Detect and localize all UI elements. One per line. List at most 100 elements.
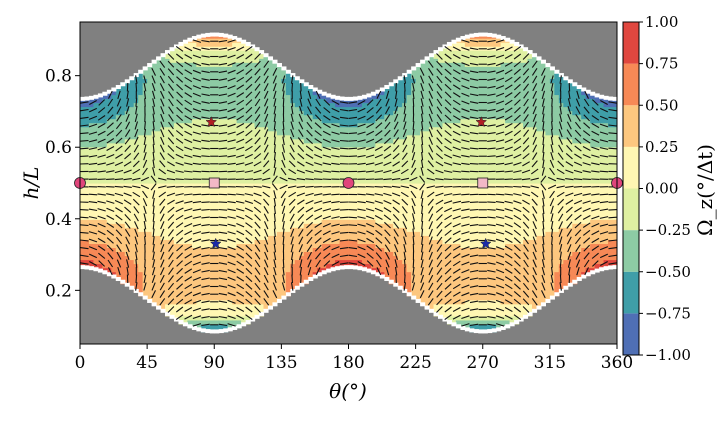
heatmap-cell: [330, 195, 336, 200]
heatmap-cell: [241, 283, 247, 289]
heatmap-cell: [406, 287, 412, 293]
heatmap-cell: [245, 191, 251, 196]
heatmap-cell: [129, 235, 135, 240]
heatmap-cell: [379, 98, 385, 104]
heatmap-cell: [379, 255, 385, 261]
heatmap-cell: [182, 275, 188, 281]
heatmap-cell: [366, 235, 372, 240]
heatmap-cell: [290, 263, 296, 269]
heatmap-cell: [397, 207, 403, 212]
heatmap-cell: [205, 255, 211, 261]
heatmap-cell: [406, 130, 412, 136]
heatmap-cell: [420, 187, 426, 192]
heatmap-cell: [147, 66, 153, 71]
heatmap-cell: [361, 130, 367, 136]
heatmap-cell: [241, 203, 247, 208]
heatmap-cell: [348, 106, 354, 112]
heatmap-cell: [102, 191, 108, 196]
heatmap-cell: [182, 291, 188, 297]
heatmap-cell: [361, 150, 367, 156]
heatmap-cell: [411, 191, 417, 196]
heatmap-cell: [102, 211, 108, 216]
heatmap-cell: [281, 187, 287, 192]
heatmap-cell: [115, 106, 121, 112]
heatmap-cell: [178, 235, 184, 240]
heatmap-cell: [120, 122, 126, 128]
heatmap-cell: [88, 166, 95, 172]
heatmap-cell: [106, 134, 112, 140]
heatmap-cell: [388, 251, 394, 257]
heatmap-cell: [93, 166, 99, 172]
heatmap-cell: [250, 122, 256, 128]
heatmap-cell: [93, 259, 99, 265]
heatmap-cell: [267, 154, 274, 160]
heatmap-cell: [290, 195, 296, 200]
heatmap-cell: [276, 178, 282, 184]
heatmap-cell: [451, 158, 457, 164]
heatmap-cell: [330, 203, 336, 208]
heatmap-cell: [151, 142, 157, 148]
heatmap-cell: [227, 106, 233, 112]
heatmap-cell: [191, 78, 197, 83]
heatmap-cell: [330, 259, 336, 265]
heatmap-cell: [299, 86, 305, 92]
heatmap-cell: [299, 162, 305, 168]
heatmap-cell: [460, 199, 466, 204]
heatmap-cell: [160, 122, 166, 128]
heatmap-cell: [93, 138, 99, 144]
heatmap-cell: [115, 183, 121, 188]
heatmap-cell: [335, 178, 341, 184]
heatmap-cell: [236, 118, 242, 124]
heatmap-cell: [250, 74, 256, 79]
heatmap-cell: [196, 158, 202, 164]
heatmap-cell: [429, 158, 435, 164]
heatmap-cell: [397, 271, 403, 277]
heatmap-cell: [406, 102, 412, 108]
heatmap-cell: [321, 251, 327, 257]
heatmap-cell: [267, 62, 274, 67]
heatmap-cell: [460, 275, 466, 281]
heatmap-cell: [156, 70, 162, 75]
heatmap-cell: [290, 98, 296, 104]
heatmap-cell: [200, 311, 206, 317]
heatmap-cell: [446, 291, 453, 297]
heatmap-cell: [393, 231, 399, 236]
heatmap-cell: [250, 170, 256, 176]
heatmap-cell: [97, 134, 103, 140]
heatmap-cell: [111, 223, 117, 228]
heatmap-cell: [442, 295, 448, 301]
heatmap-cell: [120, 187, 126, 192]
heatmap-cell: [147, 259, 153, 265]
heatmap-cell: [151, 158, 157, 164]
heatmap-cell: [335, 154, 341, 160]
heatmap-cell: [97, 203, 103, 208]
heatmap-cell: [451, 146, 457, 152]
heatmap-cell: [111, 126, 117, 132]
heatmap-cell: [442, 267, 448, 273]
heatmap-cell: [250, 263, 256, 269]
heatmap-cell: [259, 102, 265, 108]
heatmap-cell: [460, 134, 466, 140]
heatmap-cell: [165, 90, 171, 96]
heatmap-cell: [232, 138, 238, 144]
heatmap-cell: [200, 74, 206, 79]
heatmap-cell: [138, 247, 144, 253]
heatmap-cell: [250, 239, 256, 244]
heatmap-cell: [411, 271, 417, 277]
heatmap-cell: [357, 126, 363, 132]
heatmap-cell: [285, 110, 291, 116]
heatmap-cell: [460, 247, 466, 253]
heatmap-cell: [366, 231, 372, 236]
heatmap-cell: [254, 106, 260, 112]
heatmap-cell: [129, 154, 135, 160]
heatmap-cell: [415, 134, 421, 140]
heatmap-cell: [348, 259, 354, 265]
heatmap-cell: [276, 158, 282, 164]
heatmap-cell: [361, 170, 367, 176]
heatmap-cell: [151, 203, 157, 208]
heatmap-cell: [326, 223, 332, 228]
heatmap-cell: [205, 203, 211, 208]
heatmap-cell: [415, 146, 421, 152]
heatmap-cell: [397, 114, 403, 120]
heatmap-cell: [429, 174, 435, 180]
